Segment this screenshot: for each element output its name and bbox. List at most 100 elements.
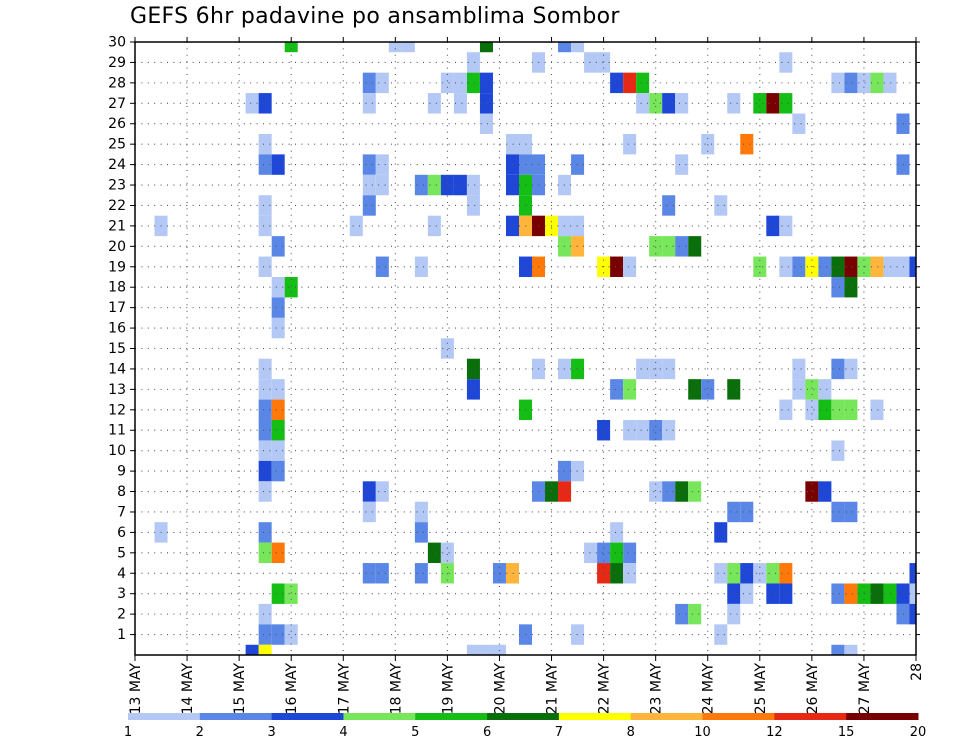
heatmap-cell bbox=[844, 644, 858, 655]
heatmap-cell bbox=[271, 276, 285, 298]
heatmap-cell bbox=[805, 379, 819, 400]
heatmap-cell bbox=[271, 420, 285, 441]
heatmap-cell bbox=[440, 72, 454, 94]
heatmap-cell bbox=[362, 481, 376, 502]
y-tick-label: 28 bbox=[108, 75, 126, 91]
y-tick-label: 13 bbox=[108, 382, 126, 398]
heatmap-cell bbox=[896, 583, 910, 604]
heatmap-cell bbox=[649, 236, 663, 257]
heatmap-cell bbox=[558, 42, 572, 53]
heatmap-cell bbox=[466, 52, 480, 73]
heatmap-cell bbox=[662, 236, 676, 257]
x-tick-label: 22 MAY bbox=[597, 663, 613, 715]
heatmap-cell bbox=[375, 481, 389, 502]
heatmap-cell bbox=[883, 583, 897, 604]
heatmap-cell bbox=[505, 154, 519, 175]
heatmap-cell bbox=[453, 72, 467, 94]
heatmap-cell bbox=[479, 42, 493, 53]
heatmap-cell bbox=[714, 563, 728, 584]
legend-color-swatch bbox=[630, 713, 704, 720]
heatmap-cell bbox=[857, 72, 871, 94]
heatmap-cell bbox=[271, 460, 285, 482]
heatmap-cell bbox=[258, 542, 272, 564]
heatmap-cell bbox=[792, 113, 806, 134]
heatmap-cell bbox=[870, 583, 884, 604]
heatmap-cell bbox=[688, 379, 702, 400]
heatmap-cell bbox=[505, 563, 519, 584]
heatmap-cell bbox=[675, 236, 689, 257]
heatmap-cell bbox=[662, 93, 676, 114]
grid-lines bbox=[135, 42, 916, 655]
heatmap-cell bbox=[284, 42, 298, 53]
heatmap-cell bbox=[440, 338, 454, 359]
heatmap-cell bbox=[727, 93, 741, 114]
heatmap-cell bbox=[440, 542, 454, 564]
heatmap-cell bbox=[844, 358, 858, 380]
heatmap-cell bbox=[597, 420, 611, 441]
heatmap-cell bbox=[623, 133, 637, 155]
heatmap-cell bbox=[362, 93, 376, 114]
heatmap-cell bbox=[362, 195, 376, 216]
heatmap-cell bbox=[258, 358, 272, 380]
heatmap-cell bbox=[649, 93, 663, 114]
heatmap-cell bbox=[844, 276, 858, 298]
heatmap-cell bbox=[245, 93, 259, 114]
heatmap-cell bbox=[727, 379, 741, 400]
x-tick-label: 24 MAY bbox=[701, 663, 717, 715]
heatmap-cell bbox=[857, 583, 871, 604]
heatmap-cell bbox=[258, 93, 272, 114]
heatmap-cell bbox=[571, 42, 585, 53]
heatmap-cell bbox=[675, 93, 689, 114]
y-tick-label: 23 bbox=[108, 178, 126, 194]
heatmap-cell bbox=[649, 420, 663, 441]
heatmap-cell bbox=[701, 133, 715, 155]
legend-color-swatch bbox=[415, 713, 488, 720]
heatmap-cell bbox=[805, 481, 819, 502]
y-tick-label: 8 bbox=[117, 484, 126, 500]
heatmap-cell bbox=[870, 399, 884, 421]
legend-color-swatch bbox=[128, 713, 201, 720]
heatmap-cell bbox=[831, 440, 845, 461]
legend-color-swatch bbox=[702, 713, 775, 720]
heatmap-cell bbox=[271, 236, 285, 257]
legend-color-swatch bbox=[199, 713, 273, 720]
heatmap-cell bbox=[258, 603, 272, 625]
heatmap-cell bbox=[909, 256, 916, 277]
heatmap-cell bbox=[375, 256, 389, 277]
color-legend: 1 2 3 4 5 6 7 8 10 12 15 20 bbox=[124, 713, 926, 740]
heatmap-cell bbox=[831, 72, 845, 94]
x-tick-label: 16 MAY bbox=[284, 663, 300, 715]
y-tick-label: 5 bbox=[117, 545, 126, 561]
y-tick-label: 6 bbox=[117, 525, 126, 541]
heatmap-cell bbox=[466, 644, 480, 655]
heatmap-cell bbox=[258, 379, 272, 400]
x-tick-label: 28 bbox=[909, 663, 925, 681]
legend-label: 10 bbox=[694, 725, 711, 740]
heatmap-cell bbox=[636, 93, 650, 114]
y-tick-label: 21 bbox=[108, 218, 126, 234]
heatmap-cell bbox=[597, 542, 611, 564]
heatmap-cell bbox=[427, 215, 441, 237]
heatmap-cell bbox=[727, 603, 741, 625]
y-tick-label: 20 bbox=[108, 239, 126, 255]
heatmap-cell bbox=[375, 154, 389, 175]
y-tick-label: 18 bbox=[108, 280, 126, 296]
x-tick-label: 20 MAY bbox=[492, 663, 508, 715]
heatmap-cell bbox=[896, 256, 910, 277]
heatmap-cell bbox=[258, 440, 272, 461]
heatmap-cell bbox=[271, 624, 285, 645]
y-tick-label: 12 bbox=[108, 402, 126, 418]
x-tick-label: 25 MAY bbox=[753, 663, 769, 715]
legend-color-swatch bbox=[774, 713, 847, 720]
heatmap-cell bbox=[414, 563, 428, 584]
heatmap-cell bbox=[466, 379, 480, 400]
heatmap-cell bbox=[883, 72, 897, 94]
heatmap-cell bbox=[870, 256, 884, 277]
y-tick-label: 24 bbox=[108, 157, 126, 173]
heatmap-cell bbox=[427, 93, 441, 114]
heatmap-cell bbox=[896, 154, 910, 175]
heatmap-cell bbox=[844, 501, 858, 523]
heatmap-cell bbox=[714, 624, 728, 645]
heatmap-cell bbox=[284, 624, 298, 645]
